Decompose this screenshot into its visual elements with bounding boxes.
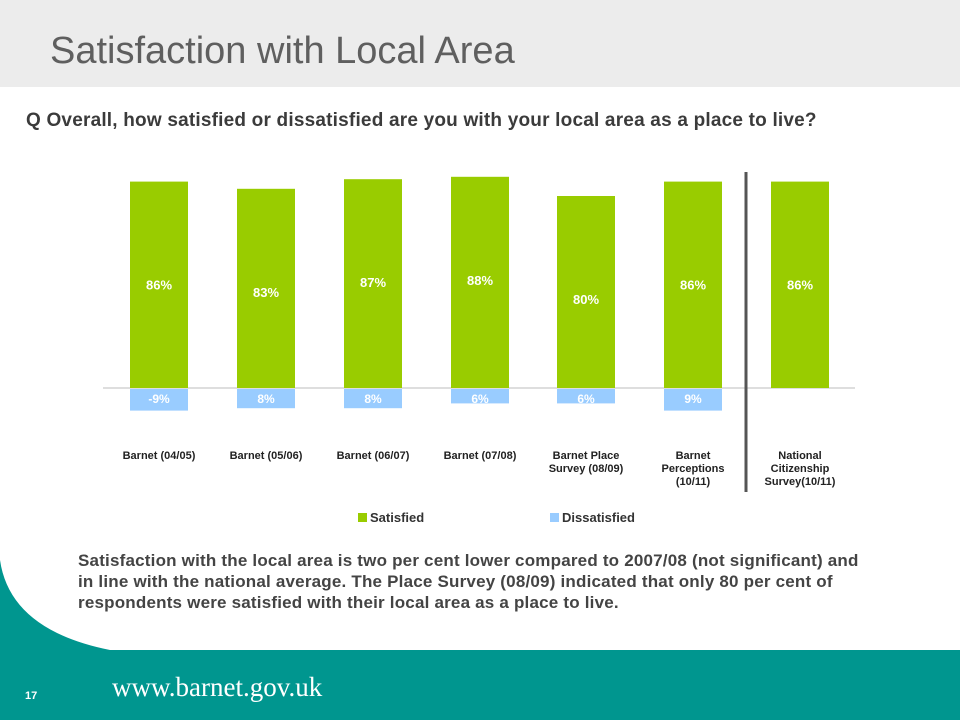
label-satisfied-6: 86%	[787, 278, 813, 293]
label-satisfied-0: 86%	[146, 278, 172, 293]
category-label-5: Barnet Perceptions (10/11)	[662, 450, 725, 488]
bar-dissatisfied-5	[664, 389, 722, 411]
label-dissatisfied-0: -9%	[148, 392, 170, 406]
legend-swatch-satisfied	[358, 513, 367, 523]
label-dissatisfied-1: 8%	[257, 392, 275, 406]
survey-question: Q Overall, how satisfied or dissatisfied…	[26, 110, 817, 131]
footer-band	[0, 650, 960, 720]
label-satisfied-5: 86%	[680, 278, 706, 293]
legend-label-dissatisfied: Dissatisfied	[562, 510, 635, 525]
summary-text: Satisfaction with the local area is two …	[78, 551, 859, 612]
bar-dissatisfied-0	[130, 389, 188, 411]
label-satisfied-2: 87%	[360, 275, 386, 290]
bar-satisfied-0	[130, 181, 188, 388]
legend-satisfied: Satisfied	[358, 510, 424, 525]
legend-dissatisfied: Dissatisfied	[550, 510, 635, 525]
bar-dissatisfied-2	[344, 389, 402, 409]
label-satisfied-4: 80%	[573, 292, 599, 307]
legend-label-satisfied: Satisfied	[370, 510, 425, 525]
bar-satisfied-4	[557, 196, 615, 388]
label-satisfied-1: 83%	[253, 285, 279, 300]
label-dissatisfied-4: 6%	[577, 392, 595, 406]
bar-satisfied-5	[664, 181, 722, 388]
category-label-0: Barnet (04/05)	[123, 450, 196, 462]
category-label-2: Barnet (06/07)	[337, 450, 410, 462]
bar-satisfied-3	[451, 176, 509, 388]
bar-dissatisfied-3	[451, 389, 509, 404]
decorative-curve	[0, 560, 110, 720]
category-label-3: Barnet (07/08)	[444, 450, 517, 462]
label-dissatisfied-3: 6%	[471, 392, 489, 406]
category-label-1: Barnet (05/06)	[230, 450, 303, 462]
bar-satisfied-2	[344, 179, 402, 388]
title-bar	[0, 0, 960, 87]
bar-dissatisfied-1	[237, 389, 295, 409]
slide-title: Satisfaction with Local Area	[50, 30, 515, 72]
bar-dissatisfied-4	[557, 389, 615, 404]
bar-satisfied-1	[237, 188, 295, 388]
label-satisfied-3: 88%	[467, 273, 493, 288]
satisfaction-chart: 86% 83% 87% 88% 80% 86% 86% -9% 8% 8% 6% 6% 9% Barnet…	[103, 172, 855, 492]
bar-satisfied-6	[771, 181, 829, 388]
page-number: 17	[25, 690, 38, 702]
label-dissatisfied-2: 8%	[364, 392, 382, 406]
footer-url: www.barnet.gov.uk	[112, 672, 323, 702]
label-dissatisfied-5: 9%	[684, 392, 702, 406]
category-label-4: Barnet Place Survey (08/09)	[549, 450, 624, 475]
legend-swatch-dissatisfied	[550, 513, 559, 523]
category-label-6: National Citizenship Survey(10/11)	[765, 450, 836, 488]
